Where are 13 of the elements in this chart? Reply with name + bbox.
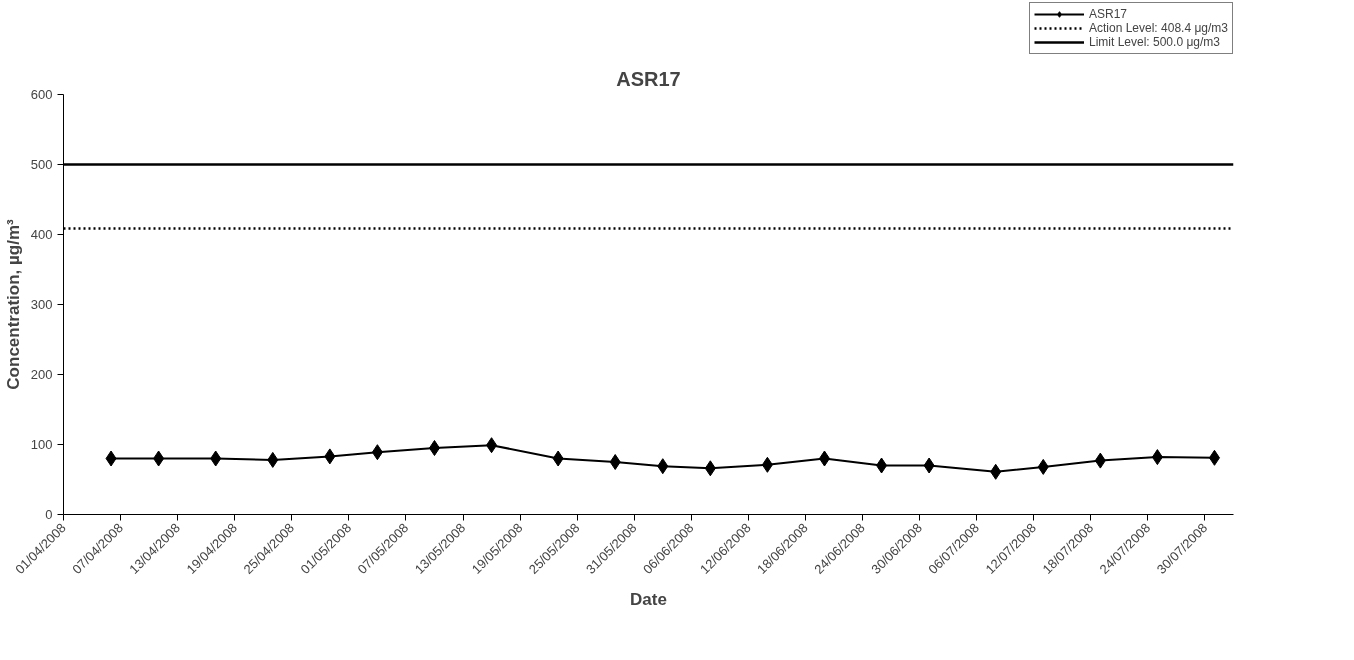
y-tick-label: 400 [30, 227, 53, 242]
y-tick-label: 200 [30, 367, 53, 382]
y-tick-label: 300 [30, 297, 53, 312]
y-tick-label: 0 [45, 507, 53, 522]
x-axis-title: Date [630, 590, 667, 610]
legend-label: Action Level: 408.4 μg/m3 [1089, 21, 1228, 35]
y-tick-label: 600 [30, 87, 53, 102]
y-tick-label: 500 [30, 157, 53, 172]
legend-label: ASR17 [1089, 7, 1128, 21]
y-axis-title: Concentration, µg/m³ [3, 218, 23, 390]
y-tick-label: 100 [30, 437, 53, 452]
chart-title: ASR17 [616, 67, 681, 90]
legend-label: Limit Level: 500.0 μg/m3 [1089, 35, 1220, 49]
